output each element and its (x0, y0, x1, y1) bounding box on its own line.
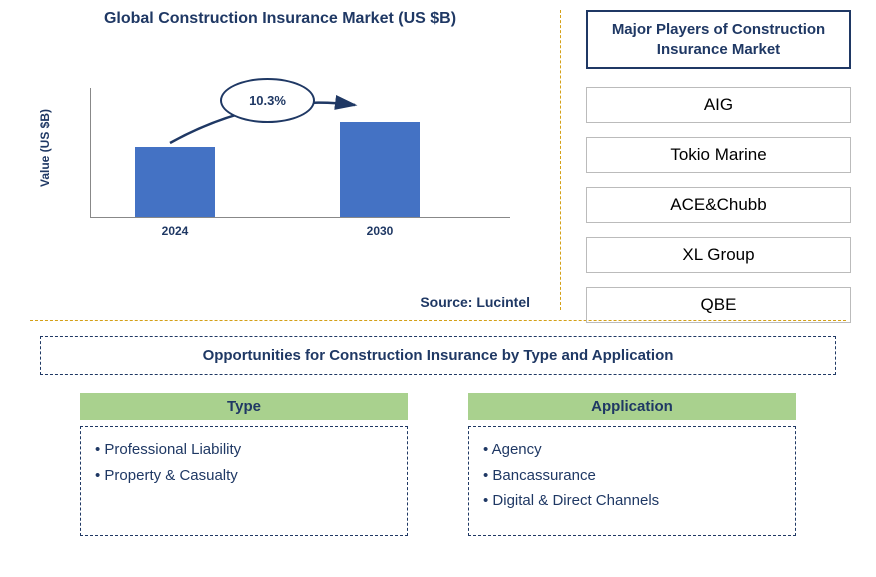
type-bullet: Property & Casualty (95, 463, 393, 489)
players-pane: Major Players of Construction Insurance … (561, 0, 876, 320)
infographic-container: Global Construction Insurance Market (US… (0, 0, 876, 577)
x-tick-2030: 2030 (340, 224, 420, 238)
y-axis-label: Value (US $B) (38, 109, 52, 187)
type-header: Type (80, 393, 408, 420)
type-body: Professional Liability Property & Casual… (80, 426, 408, 536)
source-label: Source: Lucintel (420, 294, 530, 310)
player-item: XL Group (586, 237, 851, 273)
opportunities-title: Opportunities for Construction Insurance… (40, 336, 836, 375)
player-item: Tokio Marine (586, 137, 851, 173)
opportunities-columns: Type Professional Liability Property & C… (40, 393, 836, 536)
type-column: Type Professional Liability Property & C… (80, 393, 408, 536)
chart-title: Global Construction Insurance Market (US… (20, 10, 540, 28)
x-axis (90, 217, 510, 218)
player-item: ACE&Chubb (586, 187, 851, 223)
x-tick-2024: 2024 (135, 224, 215, 238)
application-bullet: Agency (483, 437, 781, 463)
application-header: Application (468, 393, 796, 420)
application-column: Application Agency Bancassurance Digital… (468, 393, 796, 536)
players-title: Major Players of Construction Insurance … (586, 10, 851, 69)
application-bullet: Digital & Direct Channels (483, 488, 781, 514)
player-item: QBE (586, 287, 851, 323)
application-body: Agency Bancassurance Digital & Direct Ch… (468, 426, 796, 536)
chart-pane: Global Construction Insurance Market (US… (0, 0, 560, 320)
cagr-label: 10.3% (220, 78, 315, 123)
top-row: Global Construction Insurance Market (US… (0, 0, 876, 320)
type-bullet: Professional Liability (95, 437, 393, 463)
application-bullet: Bancassurance (483, 463, 781, 489)
y-axis (90, 88, 91, 218)
bar-chart: Value (US $B) 2024 2030 10.3% (90, 58, 510, 238)
player-item: AIG (586, 87, 851, 123)
opportunities-section: Opportunities for Construction Insurance… (0, 321, 876, 536)
